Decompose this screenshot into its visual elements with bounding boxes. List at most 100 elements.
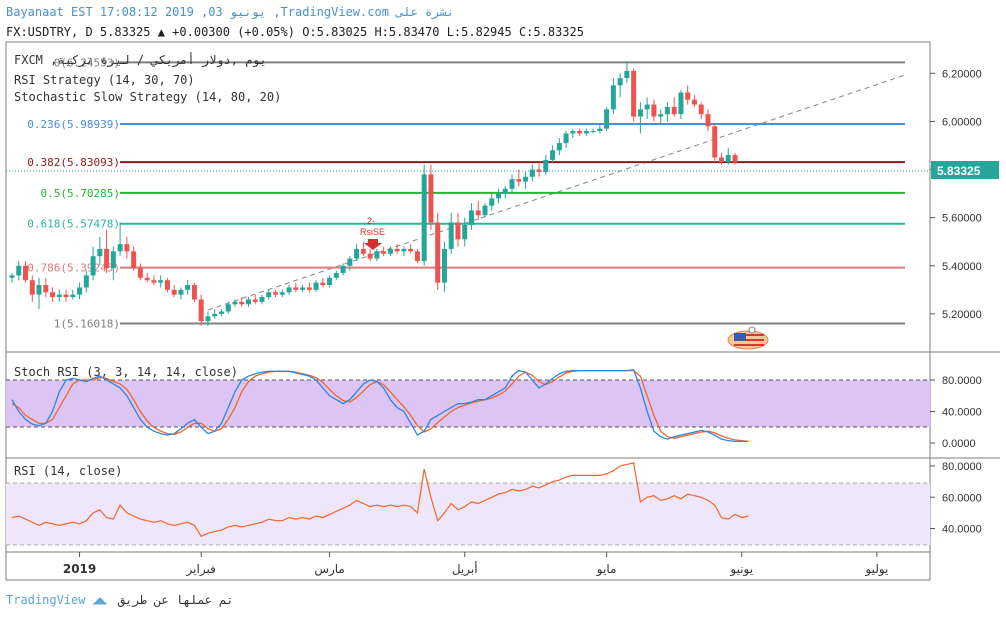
candle-body xyxy=(590,131,596,133)
candle-body xyxy=(658,114,664,117)
candle-body xyxy=(685,92,691,100)
candle-body xyxy=(97,248,103,257)
stoch-tick-label: 0.0000 xyxy=(942,438,976,450)
fib-level-label-0: 0(6.24553) xyxy=(54,56,120,69)
candle-body xyxy=(110,251,116,269)
candle-body xyxy=(63,294,69,298)
fib-level-label-0.5: 0.5(5.70285) xyxy=(41,187,120,200)
price-tick-label: 6.20000 xyxy=(942,68,982,80)
candle-body xyxy=(577,131,583,134)
candle-body xyxy=(23,265,29,281)
candle-body xyxy=(9,275,15,278)
candle-body xyxy=(16,265,22,276)
candle-body xyxy=(70,294,76,298)
candle-body xyxy=(131,251,137,269)
candle-body xyxy=(698,104,704,115)
stoch-rsi-k-line xyxy=(11,369,749,443)
candle-body xyxy=(428,174,434,223)
candle-body xyxy=(468,210,474,225)
price-tick-label: 5.40000 xyxy=(942,261,982,273)
fib-level-label-1: 1(5.16018) xyxy=(54,317,120,330)
rsi-title: RSI (14, close) xyxy=(14,464,122,478)
tradingview-brand[interactable]: TradingView ◢◣ xyxy=(6,593,107,607)
time-tick-label: يونيو xyxy=(729,562,753,577)
candle-body xyxy=(489,198,495,206)
candle-body xyxy=(266,292,272,298)
rsi-axis: 80.0000 60.0000 40.0000 xyxy=(930,461,982,536)
candle-body xyxy=(205,316,211,322)
candle-body xyxy=(617,78,623,86)
candle-body xyxy=(347,258,353,266)
stoch-rsi-title: Stoch RSI (3, 3, 14, 14, close) xyxy=(14,365,238,379)
candle-body xyxy=(664,106,670,115)
candle-body xyxy=(671,106,677,115)
candle-body xyxy=(83,275,89,288)
rsi-line xyxy=(11,462,749,538)
candle-body xyxy=(279,292,285,295)
candle-body xyxy=(340,265,346,273)
candle-body xyxy=(502,188,508,194)
candle-body xyxy=(259,297,265,302)
candle-body xyxy=(158,280,164,283)
candle-body xyxy=(448,222,454,249)
candle-body xyxy=(441,248,447,283)
candle-body xyxy=(178,289,184,295)
symbol-label: FXCM ,يوم ,دولار أمريكي / ليرة تركية xyxy=(14,52,267,68)
candle-body xyxy=(300,287,306,290)
last-price-tag: 5.83325 xyxy=(937,164,981,178)
candle-body xyxy=(381,251,387,254)
candle-body xyxy=(151,280,157,283)
candlestick-series xyxy=(9,61,738,326)
candle-body xyxy=(313,282,319,290)
candle-body xyxy=(651,104,657,117)
candle-body xyxy=(333,273,339,278)
time-tick-label: مايو xyxy=(596,562,617,577)
candle-body xyxy=(529,169,535,177)
footer-made-by: تم عملها عن طريق xyxy=(118,593,234,607)
candle-body xyxy=(543,159,549,172)
candle-body xyxy=(232,301,238,305)
candle-body xyxy=(212,313,218,317)
candle-body xyxy=(597,128,603,132)
candle-body xyxy=(401,248,407,252)
candle-body xyxy=(556,143,562,151)
sell-arrow-icon[interactable] xyxy=(364,239,382,250)
rsi-tick-label: 60.0000 xyxy=(942,492,982,504)
candle-body xyxy=(171,289,177,295)
candle-body xyxy=(631,70,637,117)
fib-level-label-0.236: 0.236(5.98939) xyxy=(27,118,120,131)
candle-body xyxy=(293,287,299,290)
candle-body xyxy=(516,179,522,182)
trendline[interactable] xyxy=(207,74,906,311)
chart-header-publisher: Bayanaat EST 17:08:12 2019 ,03 يونيو ,Tr… xyxy=(6,5,454,19)
candle-body xyxy=(604,109,610,129)
stoch-tick-label: 40.0000 xyxy=(942,407,982,419)
candle-body xyxy=(306,287,312,290)
tradingview-logo-icon: ◢◣ xyxy=(92,593,108,607)
stoch-tick-label: 80.0000 xyxy=(942,375,982,387)
candle-body xyxy=(43,285,49,293)
candle-body xyxy=(185,285,191,290)
time-axis: 2019 فبراير مارس أبريل مايو يونيو يوليو xyxy=(63,552,888,577)
candle-body xyxy=(435,222,441,283)
candle-body xyxy=(273,292,279,295)
candle-body xyxy=(286,287,292,293)
fibonacci-retracement[interactable]: 0(6.24553) 0.236(5.98939) 0.382(5.83093) 0.… xyxy=(27,56,905,330)
candle-body xyxy=(327,277,333,286)
price-tick-label: 5.60000 xyxy=(942,213,982,225)
candle-body xyxy=(408,248,414,252)
candle-body xyxy=(718,157,724,163)
candle-body xyxy=(239,301,245,305)
rsi-tick-label: 80.0000 xyxy=(942,461,982,473)
price-axis: 6.200006.000005.800005.600005.400005.200… xyxy=(930,68,982,321)
candle-body xyxy=(394,248,400,252)
candle-body xyxy=(563,133,569,144)
candle-body xyxy=(245,299,251,305)
candle-body xyxy=(252,299,258,302)
candle-body xyxy=(387,248,393,254)
us-flag-event-icon[interactable] xyxy=(727,326,769,350)
time-tick-label: مارس xyxy=(314,562,345,577)
candle-body xyxy=(36,285,42,295)
candle-body xyxy=(705,114,711,127)
